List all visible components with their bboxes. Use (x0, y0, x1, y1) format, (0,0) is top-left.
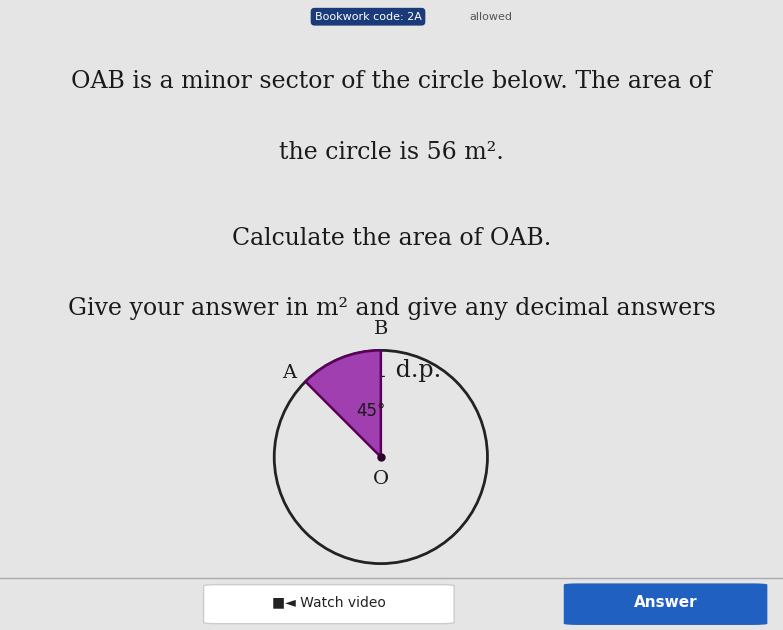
FancyBboxPatch shape (564, 583, 767, 625)
Wedge shape (305, 350, 381, 457)
Text: Bookwork code: 2A: Bookwork code: 2A (315, 12, 421, 21)
Text: B: B (373, 319, 388, 338)
Text: ■◄ Watch video: ■◄ Watch video (272, 595, 386, 609)
Text: Calculate the area of OAB.: Calculate the area of OAB. (232, 227, 551, 249)
Text: OAB is a minor sector of the circle below. The area of: OAB is a minor sector of the circle belo… (71, 71, 712, 93)
Text: O: O (373, 470, 389, 488)
Text: to 1 d.p.: to 1 d.p. (342, 359, 441, 382)
Text: Answer: Answer (633, 595, 698, 610)
Text: 45°: 45° (356, 403, 386, 420)
Text: the circle is 56 m².: the circle is 56 m². (279, 140, 504, 164)
Text: allowed: allowed (470, 12, 513, 21)
FancyBboxPatch shape (204, 585, 454, 624)
Text: A: A (283, 364, 297, 382)
Text: Give your answer in m² and give any decimal answers: Give your answer in m² and give any deci… (67, 297, 716, 320)
